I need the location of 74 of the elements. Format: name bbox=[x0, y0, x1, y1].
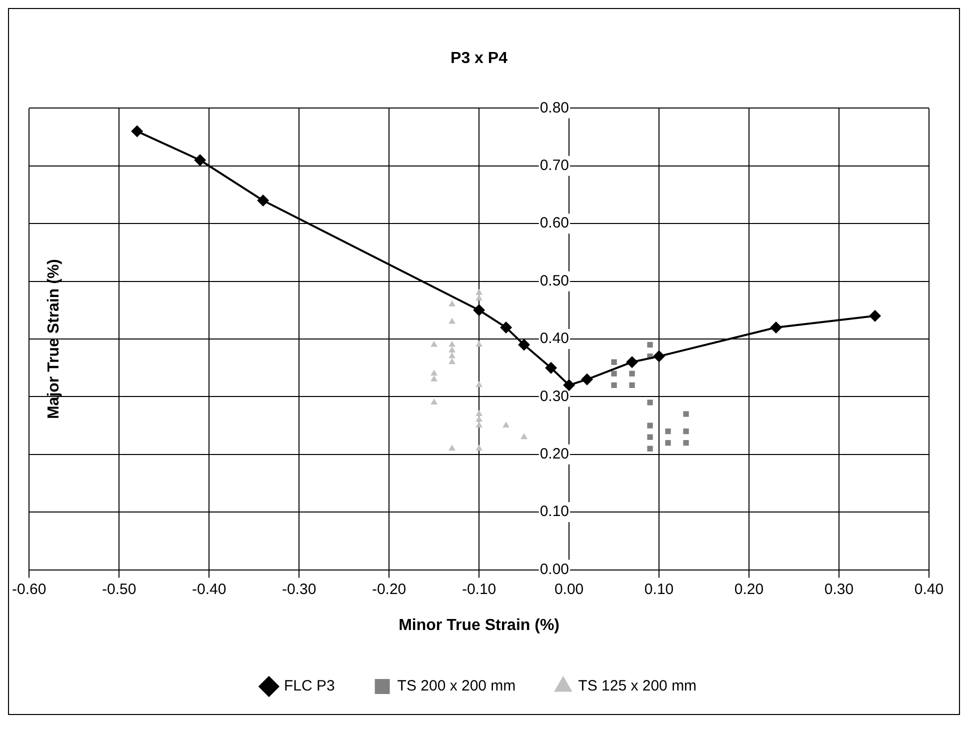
point bbox=[665, 428, 671, 434]
point bbox=[611, 382, 617, 388]
point bbox=[448, 346, 456, 353]
point bbox=[683, 428, 689, 434]
point bbox=[563, 379, 576, 392]
point bbox=[476, 294, 483, 301]
y-tick-label: 0.10 bbox=[540, 503, 570, 520]
point bbox=[545, 362, 558, 374]
point bbox=[476, 288, 483, 295]
point bbox=[626, 356, 638, 368]
x-tick-label: -0.30 bbox=[282, 580, 316, 598]
point bbox=[476, 340, 483, 347]
point bbox=[430, 340, 438, 347]
point bbox=[683, 440, 689, 446]
y-tick-label: 0.70 bbox=[540, 157, 570, 174]
point bbox=[611, 370, 617, 376]
point bbox=[194, 154, 206, 166]
point bbox=[647, 446, 653, 452]
point bbox=[257, 194, 270, 207]
x-axis-title: Minor True Strain (%) bbox=[398, 616, 560, 634]
point bbox=[430, 375, 438, 382]
x-tick-label: -0.20 bbox=[372, 580, 406, 598]
point bbox=[448, 300, 456, 306]
point bbox=[448, 352, 456, 358]
point bbox=[430, 398, 438, 404]
point bbox=[665, 440, 671, 446]
point bbox=[629, 382, 635, 388]
point bbox=[448, 358, 456, 364]
point bbox=[448, 340, 456, 347]
y-tick-label: 0.60 bbox=[540, 214, 570, 232]
point bbox=[647, 400, 653, 406]
point bbox=[647, 434, 653, 440]
legend-label: TS 125 x 200 mm bbox=[578, 678, 697, 695]
x-tick-label: -0.50 bbox=[102, 580, 136, 598]
legend-label: TS 200 x 200 mm bbox=[397, 678, 516, 695]
point bbox=[520, 433, 528, 440]
point bbox=[653, 350, 666, 362]
point bbox=[629, 370, 635, 376]
point bbox=[476, 381, 483, 388]
y-tick-label: 0.80 bbox=[540, 99, 570, 116]
point bbox=[869, 310, 882, 322]
point bbox=[502, 422, 510, 428]
x-tick-label: 0.30 bbox=[824, 580, 854, 598]
point bbox=[473, 304, 486, 316]
y-tick-label: 0.30 bbox=[540, 388, 570, 405]
point bbox=[131, 125, 144, 138]
point bbox=[448, 318, 456, 324]
x-tick-label: -0.40 bbox=[192, 580, 226, 598]
y-tick-label: 0.50 bbox=[540, 272, 570, 290]
point bbox=[476, 410, 483, 416]
point bbox=[500, 321, 512, 334]
y-tick-label: 0.40 bbox=[540, 330, 570, 348]
point bbox=[611, 359, 617, 365]
y-tick-label: 0.00 bbox=[540, 560, 570, 578]
point bbox=[448, 444, 456, 451]
point bbox=[476, 416, 483, 422]
x-tick-label: 0.10 bbox=[644, 580, 674, 598]
point bbox=[518, 338, 530, 351]
point bbox=[476, 422, 483, 428]
x-tick-label: 0.00 bbox=[554, 580, 584, 598]
x-tick-label: -0.10 bbox=[462, 580, 496, 598]
x-tick-label: 0.40 bbox=[914, 580, 944, 598]
chart-title: P3 x P4 bbox=[450, 50, 508, 68]
x-tick-label: -0.60 bbox=[12, 580, 46, 598]
point bbox=[430, 370, 438, 376]
point bbox=[683, 411, 689, 417]
legend-label: FLC P3 bbox=[284, 678, 335, 695]
x-tick-label: 0.20 bbox=[734, 580, 764, 598]
point bbox=[770, 321, 782, 334]
point bbox=[476, 444, 483, 451]
point bbox=[647, 422, 653, 428]
point bbox=[581, 373, 594, 386]
y-tick-label: 0.20 bbox=[540, 446, 570, 463]
point bbox=[647, 342, 653, 348]
